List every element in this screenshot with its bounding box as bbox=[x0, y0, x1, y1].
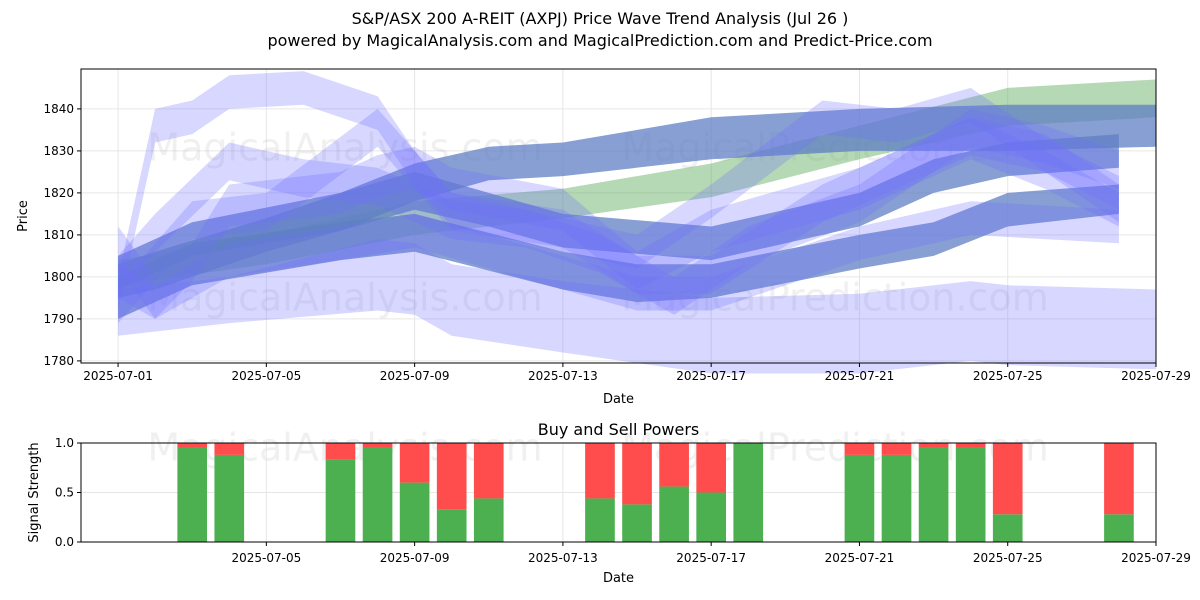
signal-chart-title: Buy and Sell Powers bbox=[538, 420, 700, 439]
price-chart-frame bbox=[80, 68, 1157, 364]
chart-subtitle: powered by MagicalAnalysis.com and Magic… bbox=[267, 31, 933, 50]
buy-bar bbox=[362, 447, 393, 542]
buy-bar bbox=[992, 514, 1023, 542]
signal-chart-axes: 2025-07-05 2025-07-09 2025-07-13 2025-07-17… bbox=[55, 436, 1191, 565]
x-tick-label: 2025-07-05 bbox=[231, 551, 301, 565]
buy-bar bbox=[918, 447, 949, 542]
x-tick-label: 2025-07-09 bbox=[380, 551, 450, 565]
y-tick-label: 1780 bbox=[43, 354, 74, 368]
x-tick-label: 2025-07-21 bbox=[825, 551, 895, 565]
price-band bbox=[118, 201, 1119, 319]
x-tick-label: 2025-07-21 bbox=[825, 369, 895, 383]
price-wave-bands bbox=[118, 71, 1157, 374]
buy-bar bbox=[585, 498, 615, 542]
x-tick-label: 2025-07-05 bbox=[231, 369, 301, 383]
price-band bbox=[118, 184, 1119, 319]
price-band bbox=[118, 117, 1119, 319]
sell-bar bbox=[325, 443, 356, 460]
sell-bar bbox=[955, 443, 986, 448]
sell-bar bbox=[177, 443, 208, 448]
price-band bbox=[118, 71, 1119, 311]
signal-x-axis-label: Date bbox=[603, 571, 634, 586]
sell-bar bbox=[844, 443, 875, 455]
y-tick-label: 1790 bbox=[43, 312, 74, 326]
sell-bar bbox=[918, 443, 949, 448]
buy-bar bbox=[214, 454, 245, 542]
y-tick-label: 1830 bbox=[43, 144, 74, 158]
sell-bar bbox=[214, 443, 245, 455]
x-tick-label: 2025-07-29 bbox=[1121, 369, 1191, 383]
price-band bbox=[118, 134, 1119, 290]
x-tick-label: 2025-07-13 bbox=[528, 369, 598, 383]
sell-bar bbox=[659, 443, 689, 487]
sell-bar bbox=[1104, 443, 1134, 515]
sell-bar bbox=[399, 443, 430, 483]
buy-bar bbox=[622, 504, 652, 542]
x-tick-label: 2025-07-17 bbox=[676, 369, 746, 383]
sell-bar bbox=[585, 443, 615, 499]
y-tick-label: 0.5 bbox=[55, 486, 74, 500]
y-tick-label: 0.0 bbox=[55, 535, 74, 549]
watermark-text: MagicalAnalysis.com bbox=[147, 276, 542, 320]
buy-bar bbox=[881, 454, 912, 542]
y-tick-label: 1800 bbox=[43, 270, 74, 284]
y-tick-label: 1810 bbox=[43, 228, 74, 242]
sell-bar bbox=[881, 443, 912, 455]
chart-title: S&P/ASX 200 A-REIT (AXPJ) Price Wave Tre… bbox=[351, 9, 849, 28]
buy-bar bbox=[733, 443, 764, 542]
y-tick-label: 1840 bbox=[43, 102, 74, 116]
x-tick-label: 2025-07-29 bbox=[1121, 551, 1191, 565]
price-chart-axes: 2025-07-01 2025-07-05 2025-07-09 2025-07-13… bbox=[43, 102, 1190, 383]
x-tick-label: 2025-07-01 bbox=[83, 369, 153, 383]
buy-bar bbox=[659, 486, 689, 542]
sell-bar bbox=[696, 443, 726, 493]
y-tick-label: 1820 bbox=[43, 186, 74, 200]
sell-bar bbox=[622, 443, 652, 505]
x-tick-label: 2025-07-17 bbox=[676, 551, 746, 565]
price-band bbox=[118, 108, 1119, 324]
price-band bbox=[118, 239, 1157, 374]
price-x-axis-label: Date bbox=[603, 392, 634, 407]
sell-bar bbox=[362, 443, 393, 448]
buy-bar bbox=[696, 492, 726, 542]
signal-bars bbox=[177, 443, 1134, 542]
sell-bar bbox=[473, 443, 504, 499]
y-tick-label: 1.0 bbox=[55, 436, 74, 450]
price-y-axis-label: Price bbox=[16, 200, 31, 232]
buy-bar bbox=[473, 498, 504, 542]
buy-bar bbox=[399, 482, 430, 542]
x-tick-label: 2025-07-25 bbox=[973, 369, 1043, 383]
signal-y-axis-label: Signal Strength bbox=[27, 442, 42, 542]
buy-bar bbox=[325, 459, 356, 542]
x-tick-label: 2025-07-09 bbox=[380, 369, 450, 383]
price-band bbox=[118, 108, 1119, 315]
buy-bar bbox=[436, 509, 467, 542]
buy-bar bbox=[955, 447, 986, 542]
x-tick-label: 2025-07-25 bbox=[973, 551, 1043, 565]
x-tick-label: 2025-07-13 bbox=[528, 551, 598, 565]
buy-bar bbox=[177, 447, 208, 542]
buy-bar bbox=[844, 454, 875, 542]
sell-bar bbox=[436, 443, 467, 510]
buy-bar bbox=[1104, 514, 1134, 542]
sell-bar bbox=[992, 443, 1023, 515]
